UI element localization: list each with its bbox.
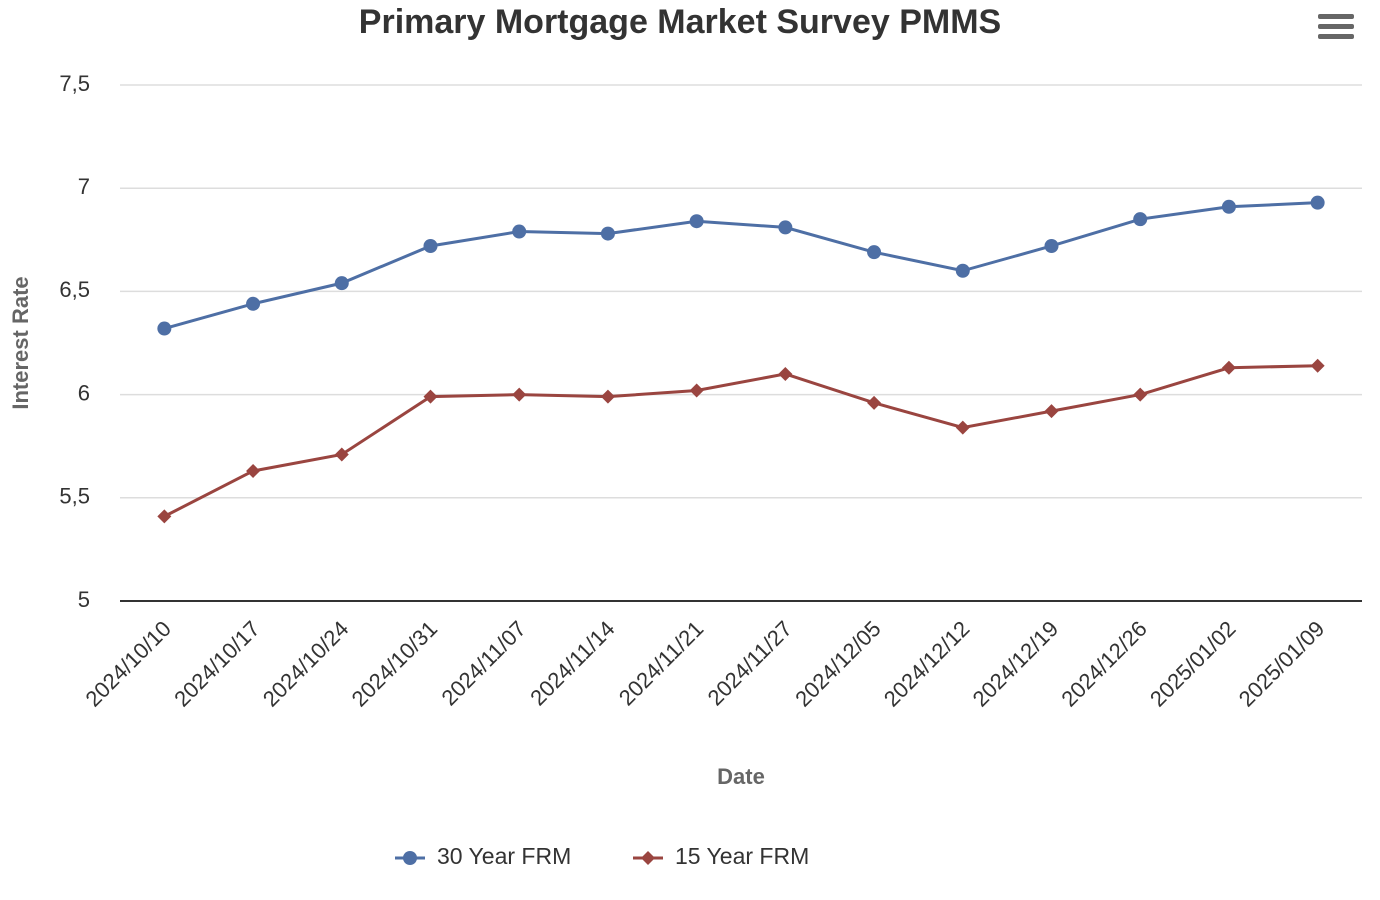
legend-marker (403, 851, 417, 865)
data-point (955, 420, 970, 435)
data-point (1221, 199, 1236, 214)
y-tick-label: 6 (78, 380, 90, 405)
x-tick-label: 2024/12/05 (790, 616, 886, 712)
data-point (867, 395, 882, 410)
y-tick-label: 5 (78, 587, 90, 612)
data-point (778, 220, 793, 235)
data-point (689, 214, 704, 229)
data-point (1221, 360, 1236, 375)
data-point (600, 226, 615, 241)
data-point (867, 245, 882, 260)
y-tick-label: 7 (78, 174, 90, 199)
legend-label: 30 Year FRM (437, 843, 571, 869)
x-axis-title: Date (717, 764, 765, 789)
menu-button[interactable] (1318, 14, 1354, 39)
legend-marker (641, 851, 655, 865)
series-line (163, 364, 1318, 518)
x-tick-label: 2024/12/19 (968, 616, 1064, 712)
legend-item[interactable]: 15 Year FRM (633, 843, 809, 869)
data-point (334, 447, 349, 462)
menu-bar[interactable] (1318, 14, 1354, 19)
chart-title: Primary Mortgage Market Survey PMMS (359, 3, 1001, 41)
y-tick-label: 6,5 (59, 277, 90, 302)
y-tick-label: 5,5 (59, 484, 90, 509)
y-axis-title: Interest Rate (8, 276, 33, 409)
data-point (1133, 212, 1148, 227)
data-point (157, 321, 172, 336)
data-point (334, 276, 349, 291)
data-point (1133, 387, 1148, 402)
data-point (600, 389, 615, 404)
x-tick-label: 2024/10/10 (80, 616, 176, 712)
data-point (157, 509, 172, 524)
data-point (423, 238, 438, 253)
x-tick-label: 2024/11/14 (525, 616, 619, 710)
data-point (1310, 195, 1325, 210)
data-point (955, 263, 970, 278)
x-tick-label: 2024/12/26 (1056, 616, 1152, 712)
data-point (689, 383, 704, 398)
x-tick-label: 2024/11/07 (436, 616, 530, 710)
data-point (246, 463, 261, 478)
x-tick-label: 2024/10/31 (347, 616, 443, 712)
data-point (423, 389, 438, 404)
series-line (163, 201, 1318, 330)
x-tick-label: 2024/11/27 (703, 616, 797, 710)
data-point (1044, 238, 1059, 253)
x-tick-label: 2025/01/09 (1234, 616, 1330, 712)
x-tick-label: 2024/12/12 (879, 616, 975, 712)
legend-item[interactable]: 30 Year FRM (395, 843, 571, 869)
data-point (246, 296, 261, 311)
y-tick-label: 7,5 (59, 71, 90, 96)
x-tick-label: 2024/11/21 (614, 616, 708, 710)
x-tick-label: 2024/10/17 (169, 616, 265, 712)
menu-bar[interactable] (1318, 34, 1354, 39)
legend-label: 15 Year FRM (675, 843, 809, 869)
x-tick-label: 2025/01/02 (1145, 616, 1241, 712)
data-point (1310, 358, 1325, 373)
menu-bar[interactable] (1318, 24, 1354, 29)
data-point (778, 366, 793, 381)
data-point (512, 387, 527, 402)
x-tick-label: 2024/10/24 (258, 616, 354, 712)
data-point (512, 224, 527, 239)
data-point (1044, 404, 1059, 419)
